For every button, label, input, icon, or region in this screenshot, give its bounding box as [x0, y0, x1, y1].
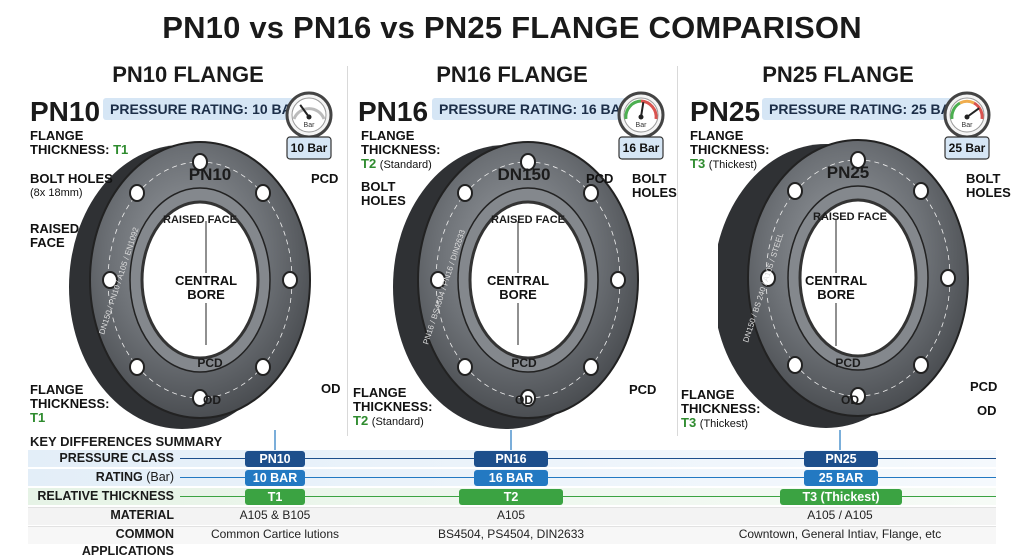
- gauge-value: 16 Bar: [623, 141, 660, 155]
- panel-heading: PN10 FLANGE: [112, 62, 264, 87]
- pcd-side-label: PCD: [629, 382, 657, 397]
- panel-heading: PN16 FLANGE: [436, 62, 588, 87]
- panel-heading: PN25 FLANGE: [762, 62, 914, 87]
- face-stamp: DN150: [498, 165, 551, 184]
- flange-thickness-label: FLANGE THICKNESS: T1: [30, 128, 129, 157]
- panel-divider: [347, 66, 348, 436]
- od-label: OD: [841, 393, 859, 407]
- pressure-class-pn25: PN25: [804, 451, 878, 467]
- central-bore-label: BORE: [187, 287, 225, 302]
- gauge-unit: Bar: [304, 122, 316, 129]
- central-bore-label: BORE: [817, 287, 855, 302]
- pressure-gauge-icon: Bar 10 Bar: [285, 91, 333, 160]
- bolt-holes-label: BOLT HOLES (8x 18mm): [30, 171, 113, 200]
- gauge-unit: Bar: [962, 122, 974, 129]
- row-label: PRESSURE CLASS: [59, 451, 174, 465]
- pcd-right-label: PCD: [586, 171, 614, 186]
- central-bore-label: CENTRAL: [175, 273, 237, 288]
- applications-pn25: Cowntown, General Intiav, Flange, etc: [738, 527, 942, 541]
- raised-face-label: RAISED FACE: [491, 214, 565, 226]
- rating-25-bar: 25 BAR: [804, 470, 878, 486]
- gauge-unit: Bar: [636, 122, 648, 129]
- pressure-class-pn16: PN16: [474, 451, 548, 467]
- thickness-t2: T2: [459, 489, 563, 505]
- pcd-label: PCD: [835, 356, 861, 370]
- flange-pn16: DN150 RAISED FACE CENTRAL BORE PCD OD PN…: [393, 141, 639, 429]
- pcd-side-label: PCD: [311, 171, 339, 186]
- material-pn10: A105 & B105: [239, 508, 311, 522]
- od-side-label: OD: [977, 403, 997, 418]
- gauge-value: 10 Bar: [291, 141, 328, 155]
- flange-thickness-bottom-label: FLANGE THICKNESS: T2 (Standard): [353, 385, 433, 429]
- row-label: RELATIVE THICKNESS: [37, 489, 174, 503]
- panel-divider: [677, 66, 678, 436]
- gauge-value: 25 Bar: [949, 141, 986, 155]
- material-pn16: A105: [496, 508, 526, 522]
- pcd-side-label: PCD: [970, 379, 998, 394]
- central-bore-label: CENTRAL: [805, 273, 867, 288]
- row-label: MATERIAL: [110, 508, 174, 522]
- applications-pn16: BS4504, PS4504, DIN2633: [437, 527, 585, 541]
- central-bore-label: BORE: [499, 287, 537, 302]
- raised-face-label: RAISED FACE: [163, 214, 237, 226]
- pressure-class-pn10: PN10: [245, 451, 305, 467]
- pressure-gauge-icon: Bar 16 Bar: [617, 91, 665, 160]
- rating-16-bar: 16 BAR: [474, 470, 548, 486]
- raised-face-label: RAISED FACE: [813, 211, 887, 223]
- od-label: OD: [203, 393, 221, 407]
- pressure-gauge-icon: Bar 25 Bar: [943, 91, 991, 160]
- central-bore-label: CENTRAL: [487, 273, 549, 288]
- pcd-label: PCD: [511, 356, 537, 370]
- page-title: PN10 vs PN16 vs PN25 FLANGE COMPARISON: [162, 10, 862, 45]
- material-pn25: A105 / A105: [807, 508, 873, 522]
- summary-title: KEY DIFFERENCES SUMMARY: [30, 434, 223, 449]
- face-stamp: PN25: [827, 163, 870, 182]
- flange-pn10: PN10 RAISED FACE CENTRAL BORE PCD OD DN1…: [69, 141, 311, 429]
- pressure-rating-badge: PRESSURE RATING: 25 BAR: [762, 98, 968, 120]
- bolt-holes-right-label: BOLT HOLES: [632, 171, 677, 200]
- thickness-t3: T3 (Thickest): [780, 489, 902, 505]
- raised-face-side-label: RAISED FACE: [30, 221, 80, 250]
- flange-pn25: PN25 RAISED FACE CENTRAL BORE PCD OD DN1…: [718, 139, 969, 428]
- od-side-label: OD: [321, 381, 341, 396]
- od-label: OD: [515, 393, 533, 407]
- row-label: RATING (Bar): [95, 470, 174, 484]
- pressure-class-code: PN16: [358, 96, 429, 127]
- pressure-rating-badge: PRESSURE RATING: 16 BAR: [432, 98, 638, 120]
- rating-10-bar: 10 BAR: [245, 470, 305, 486]
- pressure-class-code: PN25: [690, 96, 761, 127]
- thickness-t1: T1: [245, 489, 305, 505]
- summary-connectors: [274, 430, 841, 450]
- bolt-holes-label: BOLT HOLES: [361, 179, 406, 208]
- pcd-label: PCD: [197, 356, 223, 370]
- pressure-class-code: PN10: [30, 96, 101, 127]
- row-label: COMMON APPLICATIONS: [81, 527, 174, 558]
- face-stamp: PN10: [189, 165, 232, 184]
- flange-thickness-bottom-label: FLANGE THICKNESS: T3 (Thickest): [681, 387, 761, 431]
- flange-thickness-label: FLANGE THICKNESS: T3 (Thickest): [690, 128, 770, 172]
- pressure-rating-badge: PRESSURE RATING: 10 BAR: [103, 98, 309, 120]
- flange-thickness-label: FLANGE THICKNESS: T2 (Standard): [361, 128, 441, 172]
- bolt-holes-right-label: BOLT HOLES: [966, 171, 1011, 200]
- applications-pn10: Common Cartice lutions: [210, 527, 340, 541]
- flange-thickness-bottom-label: FLANGE THICKNESS: T1: [30, 382, 110, 425]
